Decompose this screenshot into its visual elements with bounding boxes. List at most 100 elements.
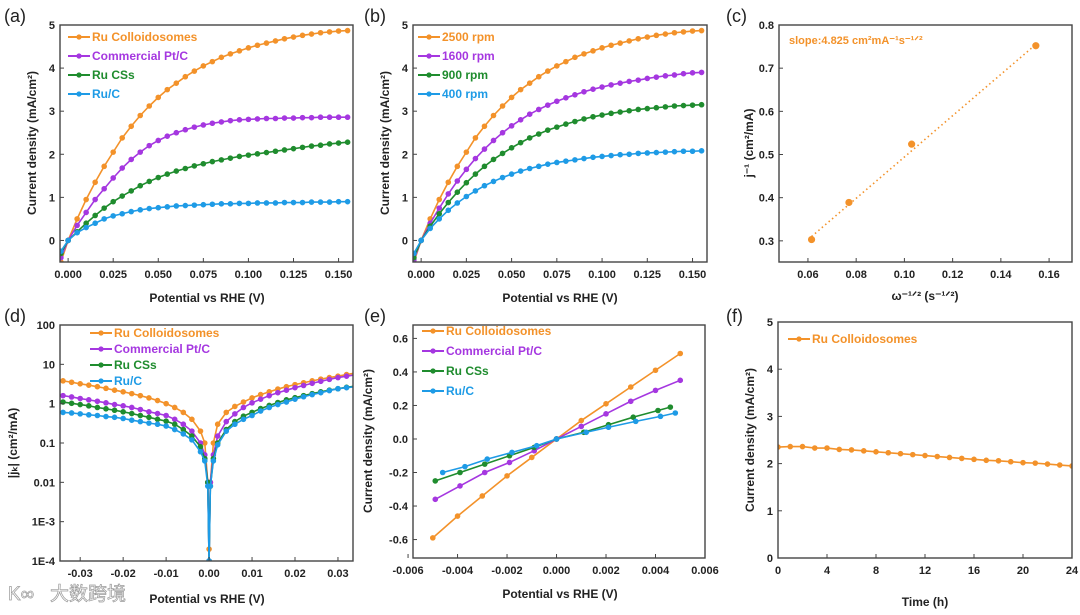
data-point xyxy=(200,201,207,208)
data-point xyxy=(94,412,101,419)
data-point xyxy=(94,398,101,405)
data-point xyxy=(544,102,551,108)
y-axis-title: Current density (mA/cm²) xyxy=(25,71,39,215)
data-point xyxy=(128,417,135,423)
data-point xyxy=(120,403,126,409)
x-tick-label: 0.006 xyxy=(691,565,719,577)
data-point xyxy=(92,220,98,227)
x-axis-title: Potential vs RHE (V) xyxy=(502,587,617,601)
data-point xyxy=(554,98,560,105)
data-point xyxy=(155,94,162,101)
x-tick-label: 0.000 xyxy=(407,269,435,281)
data-point xyxy=(599,45,605,51)
data-point xyxy=(200,63,207,69)
data-point xyxy=(499,174,506,181)
data-point xyxy=(92,179,98,186)
data-point xyxy=(300,393,307,400)
data-point xyxy=(245,45,252,51)
y-axis-title: Current density (mA/cm²) xyxy=(361,369,375,513)
data-point xyxy=(137,406,144,413)
x-tick-label: 0.12 xyxy=(942,269,963,281)
x-tick-label: 0.004 xyxy=(642,565,670,577)
data-point xyxy=(1044,461,1051,467)
data-point xyxy=(603,400,609,407)
data-point xyxy=(590,48,596,54)
data-point xyxy=(472,155,479,162)
chart-panel-a: (a) 0.000 0.025 0.050 0.075 0.100 0.125 0.150 0 1… xyxy=(4,6,354,305)
y-tick-label: 0.4 xyxy=(759,193,775,205)
data-point xyxy=(445,191,452,197)
data-point xyxy=(263,115,270,122)
data-point xyxy=(182,73,189,80)
data-point xyxy=(608,110,614,117)
data-point xyxy=(191,124,198,130)
data-point xyxy=(635,77,642,83)
data-point xyxy=(103,385,109,392)
series-line-2 xyxy=(60,141,348,254)
data-point xyxy=(326,199,333,205)
data-point xyxy=(249,395,255,401)
data-point xyxy=(283,387,290,393)
data-point xyxy=(445,207,452,214)
data-point xyxy=(335,385,341,392)
data-point xyxy=(671,72,678,78)
data-point xyxy=(101,205,107,211)
data-point xyxy=(454,163,461,170)
data-point xyxy=(653,149,660,156)
data-point xyxy=(173,80,180,86)
series-line-2 xyxy=(62,385,353,561)
data-point xyxy=(154,416,161,423)
data-point xyxy=(626,107,633,114)
data-point xyxy=(137,149,144,155)
legend-marker xyxy=(98,362,104,368)
legend: Ru Colloidosomes Commercial Pt/C Ru CSs Ru/… xyxy=(90,326,220,388)
data-point xyxy=(995,457,1002,464)
data-point xyxy=(326,141,333,147)
data-point xyxy=(572,92,578,98)
data-point xyxy=(436,196,443,203)
data-point xyxy=(885,449,892,456)
data-point xyxy=(68,394,75,400)
legend: 2500 rpm 1600 rpm 900 rpm 400 rpm xyxy=(418,30,495,101)
data-point xyxy=(189,428,195,434)
data-point xyxy=(290,199,297,206)
data-point xyxy=(214,433,221,439)
data-point xyxy=(272,148,279,155)
data-point xyxy=(110,198,116,205)
data-point xyxy=(119,210,126,217)
data-point xyxy=(77,395,83,402)
data-point xyxy=(563,95,569,101)
plot-frame xyxy=(777,321,1073,559)
data-point xyxy=(517,139,524,146)
legend-marker xyxy=(76,53,82,59)
data-point xyxy=(227,117,234,124)
data-point xyxy=(463,179,470,186)
data-point xyxy=(245,116,252,123)
data-point xyxy=(439,469,446,476)
series-line-1 xyxy=(62,374,353,561)
panel-label: (f) xyxy=(726,306,743,326)
data-point xyxy=(218,54,225,61)
data-point xyxy=(563,121,569,127)
data-point xyxy=(508,123,515,129)
data-point xyxy=(68,400,75,407)
legend-label: 2500 rpm xyxy=(442,30,495,44)
data-point xyxy=(326,376,333,383)
legend-label: Ru CSs xyxy=(446,364,489,378)
x-tick-label: 0.075 xyxy=(190,269,218,281)
data-point xyxy=(309,391,315,398)
data-point xyxy=(445,179,452,186)
data-point xyxy=(509,449,515,456)
data-point xyxy=(1056,462,1063,468)
data-point xyxy=(227,201,234,207)
data-point xyxy=(563,158,569,164)
data-point xyxy=(427,225,433,232)
y-tick-label: 0.7 xyxy=(759,63,774,75)
legend-label: Ru/C xyxy=(92,87,120,101)
data-point xyxy=(111,401,118,408)
series-line-3 xyxy=(442,412,676,474)
data-point xyxy=(173,203,180,209)
data-point xyxy=(281,115,288,121)
y-tick-label: 0.0 xyxy=(393,434,408,446)
